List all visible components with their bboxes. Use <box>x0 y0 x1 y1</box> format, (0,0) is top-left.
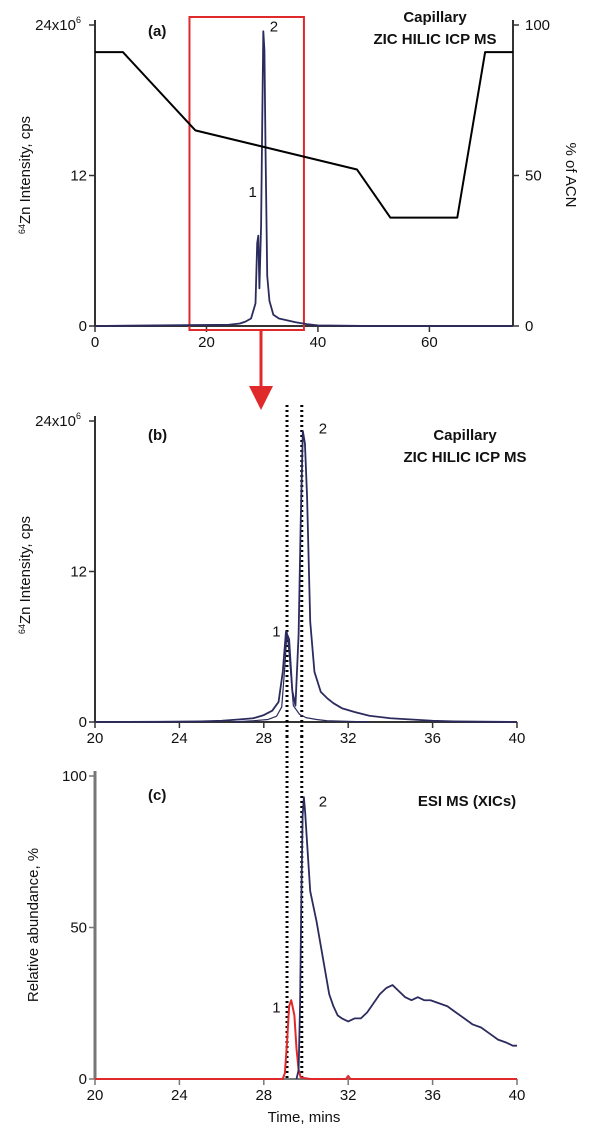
highlight-box <box>188 16 305 331</box>
x-tick-label-a: 0 <box>91 334 99 351</box>
ylabel-b: 64Zn Intensity, cps <box>17 516 34 634</box>
x-tick-label-c: 40 <box>509 1087 526 1104</box>
x-tick-label-b: 40 <box>509 730 526 747</box>
peak-label-c-2: 2 <box>319 793 327 810</box>
y-tick-label-a: 12 <box>70 168 87 185</box>
y-tick-label-b: 12 <box>70 564 87 581</box>
peak-label-a-1: 1 <box>249 184 257 201</box>
zoom-arrow-head <box>249 386 273 410</box>
panel-label-a: (a) <box>148 23 166 40</box>
y2-tick-label-a: 100 <box>525 17 550 34</box>
x-tick-label-a: 40 <box>310 334 327 351</box>
y-tick-label-b: 0 <box>79 714 87 731</box>
x-tick-label-b: 24 <box>171 730 188 747</box>
y2-tick-label-a: 50 <box>525 168 542 185</box>
x-tick-label-c: 24 <box>171 1087 188 1104</box>
y-tick-label-c: 0 <box>79 1071 87 1088</box>
series-line-b-1 <box>94 430 518 723</box>
x-tick-label-c: 28 <box>255 1087 272 1104</box>
xic-1-line <box>95 999 517 1080</box>
y2label-a: % of ACN <box>562 142 579 207</box>
peak-label-b-1: 1 <box>272 624 280 641</box>
y-tick-label-c: 100 <box>62 768 87 785</box>
panel-a: (a) Capillary ZIC HILIC ICP MS 64Zn Inte… <box>17 9 579 410</box>
acn-gradient-line <box>95 51 513 219</box>
x-tick-label-b: 36 <box>424 730 441 747</box>
y-tick-label-a: 0 <box>79 318 87 335</box>
y-tick-label-b: 24x106 <box>35 411 81 430</box>
x-tick-label-b: 32 <box>340 730 357 747</box>
x-tick-label-b: 20 <box>87 730 104 747</box>
panel-c: (c) ESI MS (XICs) Relative abundance, % … <box>25 736 525 1126</box>
panel-b: (b) Capillary ZIC HILIC ICP MS 64Zn Inte… <box>17 405 527 747</box>
peak-label-b-2: 2 <box>319 421 327 438</box>
title-a-line2: ZIC HILIC ICP MS <box>373 31 496 48</box>
peak-label-c-1: 1 <box>272 999 280 1016</box>
title-a-line1: Capillary <box>403 9 467 26</box>
title-b-line1: Capillary <box>433 427 497 444</box>
title-b-line2: ZIC HILIC ICP MS <box>403 449 526 466</box>
peak-label-a-2: 2 <box>270 18 278 35</box>
x-tick-label-c: 32 <box>340 1087 357 1104</box>
x-tick-label-c: 36 <box>424 1087 441 1104</box>
y-tick-label-a: 24x106 <box>35 15 81 34</box>
x-tick-label-a: 20 <box>198 334 215 351</box>
xic-2-line <box>295 796 517 1080</box>
series-line-a-1 <box>94 30 513 327</box>
ylabel-c: Relative abundance, % <box>25 848 42 1002</box>
x-tick-label-b: 28 <box>255 730 272 747</box>
title-c: ESI MS (XICs) <box>418 793 516 810</box>
y-tick-label-c: 50 <box>70 920 87 937</box>
x-tick-label-a: 60 <box>421 334 438 351</box>
panel-label-b: (b) <box>148 427 167 444</box>
y2-tick-label-a: 0 <box>525 318 533 335</box>
ylabel-a: 64Zn Intensity, cps <box>17 116 34 234</box>
xlabel-c: Time, mins <box>268 1109 341 1126</box>
x-tick-label-c: 20 <box>87 1087 104 1104</box>
zinc-trace-overlay <box>232 631 370 723</box>
panel-label-c: (c) <box>148 787 166 804</box>
